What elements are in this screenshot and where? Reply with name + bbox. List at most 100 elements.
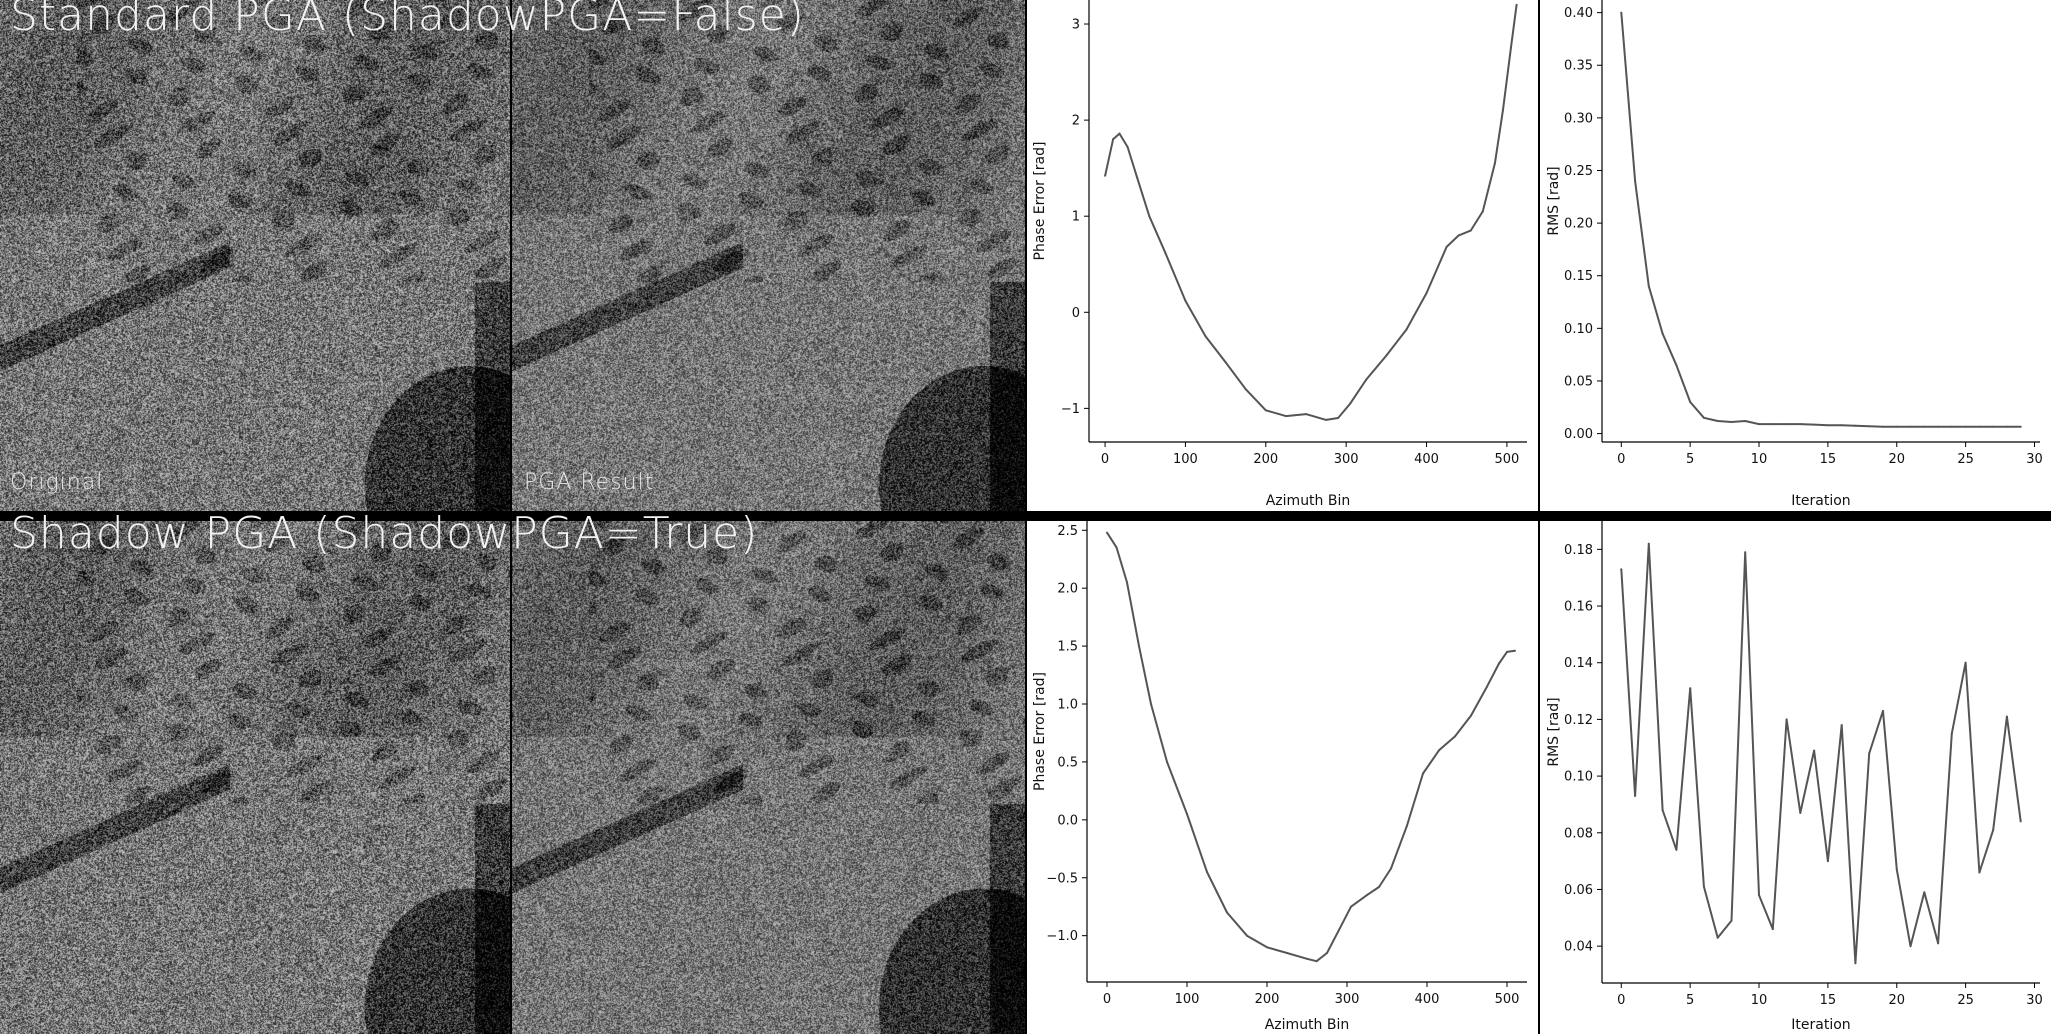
image-label-pga-result: PGA Result — [524, 470, 655, 495]
data-point — [1909, 425, 1912, 428]
data-point — [2019, 425, 2022, 428]
data-point — [1365, 378, 1368, 381]
data-point — [1868, 425, 1871, 428]
y-tick-label: 0.06 — [1564, 883, 1593, 898]
data-point — [1206, 871, 1208, 873]
data-point — [1923, 891, 1926, 894]
y-axis-label: RMS [rad] — [1546, 166, 1562, 235]
data-point — [1493, 162, 1496, 165]
x-tick-label: 25 — [1957, 452, 1974, 467]
data-point — [1469, 229, 1472, 232]
data-point — [1166, 760, 1168, 763]
data-point — [2005, 715, 2008, 718]
data-point — [1148, 215, 1151, 218]
data-point — [1620, 568, 1623, 571]
y-tick-label: 0.0 — [1057, 813, 1078, 828]
data-point — [1457, 234, 1460, 237]
x-tick-label: 100 — [1175, 992, 1200, 1007]
x-axis-label: Iteration — [1791, 1017, 1850, 1033]
x-tick-label: 10 — [1751, 452, 1768, 467]
data-point — [1470, 714, 1472, 717]
data-point — [1390, 867, 1392, 870]
data-point — [1702, 416, 1705, 419]
y-axis-label: Phase Error [rad] — [1032, 142, 1048, 261]
y-tick-label: 1.5 — [1057, 640, 1078, 655]
x-tick-label: 300 — [1334, 452, 1359, 467]
y-axis-label: RMS [rad] — [1546, 697, 1562, 766]
data-point — [1840, 724, 1843, 727]
data-point — [1306, 957, 1308, 960]
data-point — [1647, 542, 1650, 545]
x-tick-label: 400 — [1415, 992, 1440, 1007]
data-point — [1422, 772, 1424, 775]
series-line — [1620, 542, 2022, 965]
data-point — [1115, 546, 1118, 549]
data-point — [1286, 952, 1288, 954]
bottom-original-image-panel — [0, 521, 510, 1034]
data-point — [1744, 420, 1747, 422]
data-point — [1882, 425, 1884, 428]
rms-plot-top: 0 5 10 15 20 25 30 0.00 0.05 0.10 0.15 0.20 0.25 0.30… — [1540, 0, 2051, 511]
data-point — [1501, 109, 1504, 112]
data-point — [1771, 423, 1774, 426]
x-tick-label: 200 — [1255, 992, 1280, 1007]
x-tick-label: 20 — [1888, 452, 1905, 467]
data-point — [1338, 928, 1340, 931]
data-point — [1950, 425, 1953, 428]
series-line — [1104, 4, 1518, 421]
y-tick-label: 0.30 — [1564, 111, 1593, 126]
data-point — [1730, 421, 1733, 423]
data-point — [1515, 3, 1518, 6]
data-point — [1826, 424, 1829, 427]
x-tick-label: 0 — [1617, 452, 1625, 467]
data-point — [1702, 885, 1705, 888]
section-title-shadow-pga: Shadow PGA (ShadowPGA=True) — [10, 508, 759, 559]
data-point — [2005, 425, 2008, 428]
y-tick-label: 0.14 — [1564, 656, 1593, 671]
y-tick-label: 0.40 — [1564, 6, 1593, 21]
series-line — [1620, 12, 2021, 428]
data-point — [1481, 210, 1484, 213]
data-point — [1506, 650, 1508, 653]
sar-image-pga-result-bottom — [512, 521, 1025, 1034]
phase-error-chart-top: 0 100 200 300 400 500 −1 0 1 2 3 Azimuth Bin Phase E… — [1032, 0, 1527, 509]
y-tick-label: −1 — [1061, 402, 1080, 417]
data-point — [1868, 752, 1871, 755]
data-point — [1785, 718, 1788, 721]
data-point — [1138, 645, 1140, 648]
data-point — [1106, 531, 1108, 534]
data-point — [1498, 662, 1500, 665]
y-tick-label: 0.05 — [1564, 374, 1593, 389]
y-tick-label: 0.25 — [1564, 164, 1593, 179]
data-point — [1882, 709, 1884, 712]
x-tick-label: 30 — [2026, 993, 2043, 1008]
data-point — [1126, 581, 1128, 584]
y-tick-label: 1 — [1072, 210, 1080, 225]
y-tick-label: 0.20 — [1564, 217, 1593, 232]
x-tick-label: 0 — [1103, 992, 1111, 1007]
data-point — [1126, 146, 1129, 148]
data-point — [1118, 132, 1121, 135]
data-point — [1264, 409, 1267, 412]
y-tick-label: 2.5 — [1057, 524, 1078, 539]
data-point — [1937, 425, 1940, 428]
rms-chart-top: 0 5 10 15 20 25 30 0.00 0.05 0.10 0.15 0.20 0.25 0.30… — [1546, 0, 2043, 509]
data-point — [1937, 942, 1940, 945]
y-tick-label: 0.08 — [1564, 826, 1593, 841]
data-point — [1661, 332, 1664, 335]
sar-image-pga-result-top — [512, 0, 1025, 511]
x-axis-label: Iteration — [1791, 493, 1850, 509]
data-point — [1909, 945, 1912, 948]
y-tick-label: 3 — [1072, 18, 1080, 33]
data-point — [1325, 418, 1328, 421]
data-point — [1326, 952, 1328, 954]
phase-error-plot-bottom: 0 100 200 300 400 500 −1.0 −0.5 0.0 0.5 1.0 1.5 2.0 2… — [1027, 521, 1538, 1034]
data-point — [1514, 649, 1516, 652]
x-axis-label: Azimuth Bin — [1265, 1017, 1350, 1033]
data-point — [1964, 425, 1967, 428]
data-point — [1964, 661, 1967, 664]
data-point — [1184, 299, 1187, 302]
y-tick-label: 0.04 — [1564, 940, 1593, 955]
x-tick-label: 10 — [1751, 993, 1768, 1008]
x-tick-label: 0 — [1101, 452, 1109, 467]
